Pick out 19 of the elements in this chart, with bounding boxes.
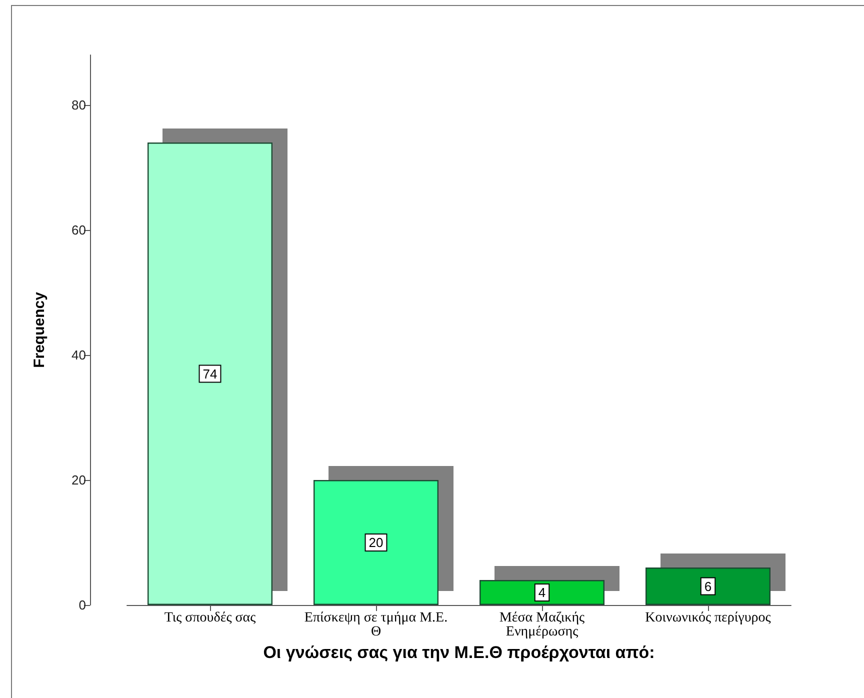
bar [148, 142, 272, 605]
data-label: 4 [538, 585, 546, 600]
y-tick-label: 40 [72, 348, 86, 362]
x-tick-label: Τις σπουδές σας [164, 610, 256, 626]
data-label: 6 [704, 578, 712, 594]
y-tick-label: 80 [72, 98, 86, 112]
y-tick-label: 60 [72, 222, 86, 238]
bar [646, 568, 770, 605]
x-tick-label: Μέσα Μαζικής Ενημέρωσης [499, 610, 586, 640]
x-axis-title: Οι γνώσεις σας για την Μ.Ε.Θ προέρχονται από: [263, 642, 655, 662]
y-axis-title: Frequency [31, 291, 48, 368]
y-tick-label: 20 [72, 472, 86, 488]
data-label: 20 [368, 535, 384, 550]
bar [314, 480, 438, 605]
bar [480, 580, 604, 605]
data-label: 74 [202, 366, 218, 382]
y-tick-label: 0 [78, 598, 86, 612]
x-tick-label: Επίσκεψη σε τμήμα Μ.Ε. Θ [304, 610, 448, 640]
x-tick-label: Κοινωνικός περίγυρος [645, 610, 772, 626]
